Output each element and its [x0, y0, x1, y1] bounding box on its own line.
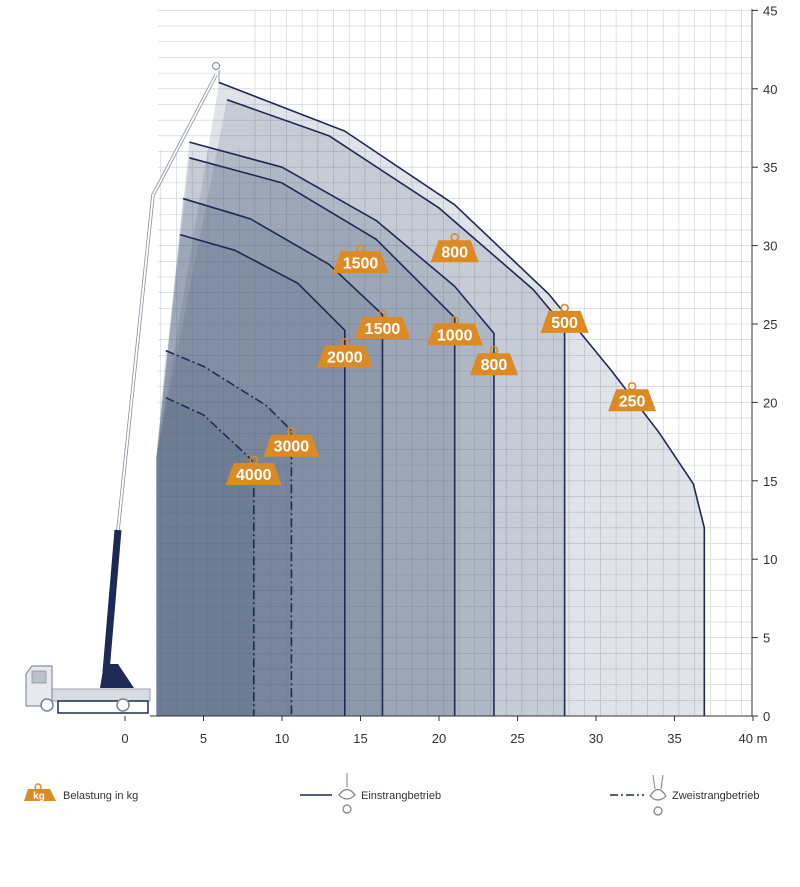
load-badge-label: 2000 — [327, 349, 363, 366]
load-badge-label: 250 — [619, 393, 646, 410]
load-badge-body — [225, 462, 282, 485]
load-badge-body — [263, 434, 320, 457]
load-area-250 — [156, 82, 705, 716]
load-badge-label: 1500 — [343, 255, 379, 272]
load-badge-4000: 4000 — [225, 455, 282, 485]
load-area-1500 — [156, 198, 383, 716]
load-badge-body — [354, 317, 411, 340]
legend-double-label: Zweistrangbetrieb — [672, 790, 759, 802]
load-curve-250 — [218, 81, 706, 716]
x-tick-label: 40 m — [739, 731, 768, 746]
load-badge-label: 800 — [481, 357, 508, 374]
load-curve-2000 — [179, 233, 346, 716]
x-tick-label: 35 — [667, 731, 681, 746]
y-tick-label: 45 — [763, 3, 777, 18]
y-tick-label: 35 — [763, 160, 777, 175]
x-tick-label: 25 — [510, 731, 524, 746]
load-badge-body — [426, 323, 483, 346]
crane-upper-boom-inner — [117, 74, 217, 531]
legend-load-badge-text: kg — [33, 791, 45, 802]
load-badge-label: 500 — [551, 315, 578, 332]
load-badge-body — [430, 240, 479, 263]
load-badge-1500: 1500 — [332, 243, 389, 274]
load-badge-label: 3000 — [274, 439, 310, 456]
load-curve-1500 — [182, 197, 384, 716]
truck-bed — [51, 688, 151, 702]
truck-window — [31, 670, 47, 684]
load-area-800 — [156, 142, 494, 716]
load-badge-2000: 2000 — [316, 338, 373, 368]
legend-load-label: Belastung in kg — [63, 790, 138, 802]
x-tick-label: 30 — [589, 731, 603, 746]
single-hook-icon — [338, 773, 356, 814]
load-badge-body — [469, 353, 518, 376]
load-badge-250: 250 — [608, 381, 657, 412]
load-badge-ring — [627, 381, 637, 391]
axes: 0 5 10 15 20 25 30 35 40 45 0 5 10 15 20 25 30 35 40 m — [121, 3, 777, 746]
load-badge-3000: 3000 — [263, 427, 320, 457]
load-badge-label: 4000 — [236, 467, 272, 484]
x-tick-label: 15 — [353, 731, 367, 746]
load-badge-label: 1500 — [365, 321, 401, 338]
truck-wheel-rear — [116, 698, 130, 712]
y-tick-label: 0 — [763, 709, 770, 724]
y-tick-label: 5 — [763, 631, 770, 646]
truck-outrigger — [57, 700, 149, 714]
load-curve-800 — [189, 141, 495, 716]
crane-lower-boom — [102, 529, 122, 673]
x-tick-label: 0 — [121, 731, 128, 746]
truck-wheel-front — [40, 698, 54, 712]
load-badge-label: 800 — [441, 244, 468, 261]
y-tick-label: 10 — [763, 552, 777, 567]
load-badge-body — [540, 310, 589, 333]
x-tick-label: 5 — [200, 731, 207, 746]
legend-load-badge-icon: kg — [24, 783, 56, 802]
load-badge-1500: 1500 — [354, 309, 411, 340]
x-tick-label: 20 — [432, 731, 446, 746]
load-curve-1000 — [189, 157, 456, 716]
load-badge-body — [608, 389, 657, 412]
load-badge-label: 1000 — [437, 327, 473, 344]
crane-tip — [211, 61, 221, 71]
load-badge-500: 500 — [540, 303, 589, 333]
legend-single-label: Einstrangbetrieb — [361, 790, 441, 802]
load-curve-500 — [226, 99, 566, 716]
y-tick-label: 30 — [763, 239, 777, 254]
x-tick-label: 10 — [275, 731, 289, 746]
load-curve-3000 — [165, 349, 293, 716]
load-badge-800: 800 — [430, 233, 479, 263]
legend: kg Belastung in kg Einstrangbetrieb Zwei… — [24, 773, 759, 816]
load-badge-body — [332, 251, 389, 274]
crane-illustration — [25, 61, 221, 714]
load-badge-body — [316, 345, 373, 368]
y-tick-label: 25 — [763, 317, 777, 332]
y-tick-label: 20 — [763, 395, 777, 410]
double-hook-icon — [649, 774, 667, 816]
load-area-3000 — [156, 350, 292, 716]
load-badge-1000: 1000 — [426, 316, 483, 346]
load-badge-800: 800 — [469, 345, 518, 376]
y-tick-label: 15 — [763, 474, 777, 489]
y-tick-label: 40 — [763, 82, 777, 97]
load-badge-ring — [560, 303, 569, 313]
